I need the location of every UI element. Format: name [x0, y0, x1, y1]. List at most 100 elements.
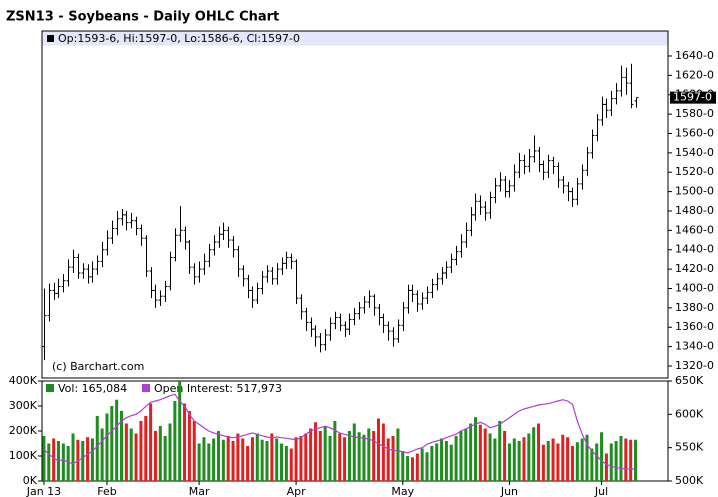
- volume-bar: [478, 424, 482, 481]
- y2-tick-label: 600K: [675, 407, 704, 420]
- volume-bar: [255, 433, 259, 481]
- volume-bar: [435, 443, 439, 481]
- volume-bar: [449, 444, 453, 481]
- volume-bar: [401, 451, 405, 481]
- volume-bar: [473, 417, 477, 481]
- y-tick-label: 1500-0: [675, 185, 714, 198]
- volume-bar: [207, 443, 211, 481]
- y-tick-label: 400K: [9, 374, 38, 387]
- volume-bar: [241, 438, 245, 481]
- volume-bar: [66, 446, 70, 481]
- y-tick-label: 1640-0: [675, 49, 714, 62]
- y-tick-label: 1440-0: [675, 243, 714, 256]
- y-tick-label: 1580-0: [675, 107, 714, 120]
- volume-bar: [124, 423, 128, 481]
- volume-bar: [323, 426, 327, 481]
- volume-bar: [391, 436, 395, 481]
- volume-bar: [168, 423, 172, 481]
- volume-bar: [372, 431, 376, 481]
- volume-bar: [619, 436, 623, 481]
- x-tick-label: Jun: [500, 485, 518, 497]
- volume-bar: [153, 431, 157, 481]
- volume-bar: [86, 437, 90, 481]
- volume-bar: [498, 421, 502, 481]
- y-tick-label: 300K: [9, 399, 38, 412]
- legend-entry: Vol: 165,084: [58, 382, 127, 395]
- volume-bar: [47, 443, 51, 481]
- volume-bar: [464, 428, 468, 481]
- volume-bar: [595, 443, 599, 481]
- volume-bar: [556, 443, 560, 481]
- legend-strip: [42, 31, 668, 46]
- volume-bar: [212, 438, 216, 481]
- volume-bar: [197, 443, 201, 481]
- x-tick-label: Mar: [189, 485, 210, 497]
- volume-bar: [270, 433, 274, 481]
- volume-bar: [503, 431, 507, 481]
- volume-bar: [541, 444, 545, 481]
- legend-entry: Open Interest: 517,973: [154, 382, 282, 395]
- volume-bar: [522, 437, 526, 481]
- y-tick-label: 0K: [23, 474, 38, 487]
- y-tick-label: 1620-0: [675, 68, 714, 81]
- volume-bar: [100, 428, 104, 481]
- volume-bar: [410, 457, 414, 481]
- volume-bar: [614, 441, 618, 481]
- x-tick-label: Feb: [97, 485, 116, 497]
- volume-bar: [585, 434, 589, 481]
- volume-bar: [299, 436, 303, 481]
- volume-bar: [396, 428, 400, 481]
- volume-bar: [246, 446, 250, 481]
- volume-bar: [275, 438, 279, 481]
- volume-bar: [357, 432, 361, 481]
- last-price-box: [670, 91, 716, 104]
- volume-bar: [134, 433, 138, 481]
- volume-bar: [352, 423, 356, 481]
- y2-tick-label: 650K: [675, 374, 704, 387]
- volume-bar: [129, 428, 133, 481]
- volume-bar: [546, 441, 550, 481]
- y-tick-label: 1560-0: [675, 126, 714, 139]
- y2-tick-label: 550K: [675, 441, 704, 454]
- volume-bar: [362, 434, 366, 481]
- legend-swatch: [142, 384, 150, 392]
- volume-bar: [120, 411, 124, 481]
- volume-bar: [483, 428, 487, 481]
- volume-bar: [313, 422, 317, 481]
- x-tick-label: Jul: [594, 485, 608, 497]
- volume-bar: [105, 413, 109, 481]
- volume-bar: [217, 431, 221, 481]
- volume-bar: [333, 421, 337, 481]
- volume-bar: [406, 456, 410, 481]
- volume-bar: [527, 433, 531, 481]
- volume-bar: [604, 453, 608, 481]
- volume-bar: [289, 448, 293, 481]
- volume-bar: [61, 443, 65, 481]
- volume-bar: [226, 436, 230, 481]
- volume-bar: [537, 423, 541, 481]
- x-tick-label: May: [391, 485, 414, 497]
- volume-bar: [90, 438, 94, 481]
- volume-bar: [284, 446, 288, 481]
- volume-bar: [566, 437, 570, 481]
- volume-bar: [265, 441, 269, 481]
- volume-bar: [280, 443, 284, 481]
- volume-bar: [309, 428, 313, 481]
- volume-bar: [551, 438, 555, 481]
- credit: (c) Barchart.com: [52, 360, 144, 373]
- volume-bar: [469, 423, 473, 481]
- y-tick-label: 1360-0: [675, 320, 714, 333]
- volume-bar: [415, 453, 419, 481]
- volume-bar: [590, 448, 594, 481]
- volume-bar: [425, 452, 429, 481]
- volume-bar: [459, 431, 463, 481]
- volume-bar: [202, 437, 206, 481]
- y-tick-label: 1340-0: [675, 340, 714, 353]
- volume-bar: [507, 443, 511, 481]
- y-tick-label: 1380-0: [675, 301, 714, 314]
- volume-bar: [52, 438, 56, 481]
- volume-bar: [570, 446, 574, 481]
- volume-bar: [221, 439, 225, 481]
